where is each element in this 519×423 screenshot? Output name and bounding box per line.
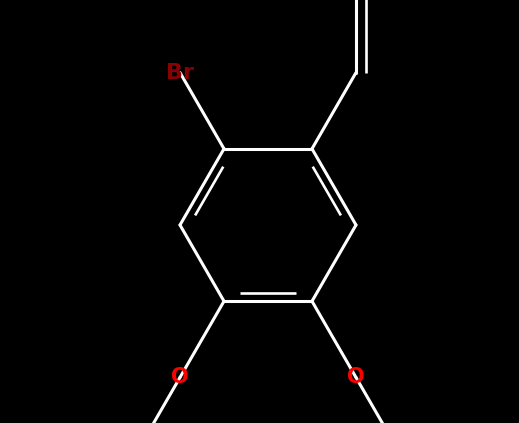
Text: O: O	[347, 0, 365, 3]
Text: O: O	[171, 368, 189, 387]
Text: O: O	[347, 368, 365, 387]
Text: Br: Br	[166, 63, 194, 82]
